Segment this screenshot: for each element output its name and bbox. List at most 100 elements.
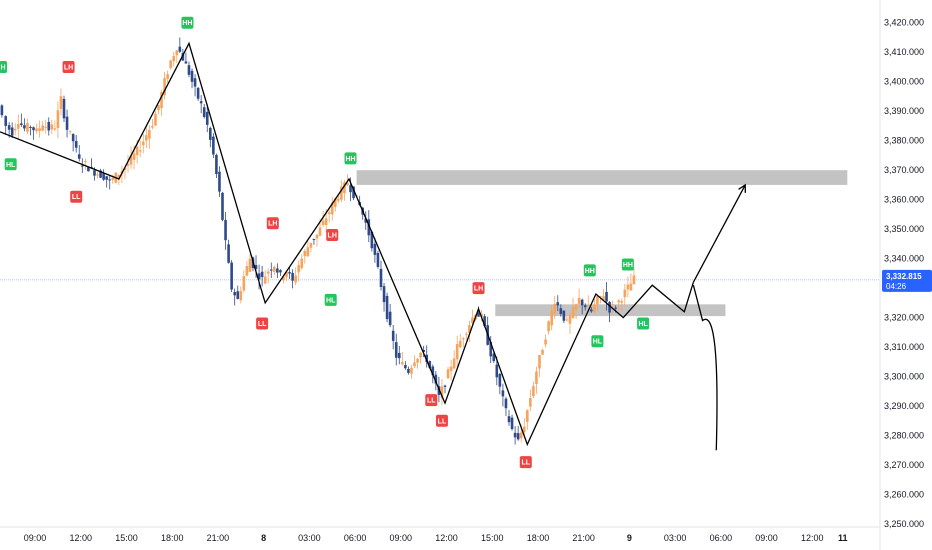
candle-up <box>285 271 288 277</box>
candle-up <box>138 150 142 152</box>
candle-down <box>489 341 493 357</box>
candle-up <box>157 105 160 111</box>
candle-down <box>65 116 69 130</box>
price-tick-label: 3,420.000 <box>884 18 924 28</box>
candle-down <box>93 170 96 176</box>
candle-down <box>477 312 480 317</box>
candle-up <box>132 153 136 160</box>
candle-up <box>529 398 532 407</box>
candle-up <box>26 123 29 132</box>
candle-up <box>401 362 404 365</box>
swing-label-text: LL <box>521 460 530 467</box>
candle-down <box>193 78 197 87</box>
candle-down <box>428 361 432 368</box>
candle-up <box>538 355 541 369</box>
candle-down <box>385 295 389 320</box>
candle-down <box>388 311 392 326</box>
candle-down <box>181 53 185 61</box>
time-tick-label: 06:00 <box>710 533 733 543</box>
candle-down <box>562 310 566 321</box>
candle-up <box>593 304 596 312</box>
candle-up <box>300 258 304 269</box>
swing-label-text: LL <box>72 194 81 201</box>
candle-up <box>480 313 483 318</box>
candle-down <box>367 219 371 236</box>
candle-up <box>440 386 444 399</box>
price-tick-label: 3,340.000 <box>884 254 924 264</box>
candle-up <box>154 113 157 126</box>
candle-up <box>273 266 276 272</box>
time-tick-label: 18:00 <box>527 533 550 543</box>
swing-label-box <box>637 317 650 330</box>
swing-label-text: HL <box>6 162 16 169</box>
candle-down <box>202 107 206 117</box>
candle-down <box>221 192 224 220</box>
swing-label-box <box>425 394 438 407</box>
candle-down <box>90 166 93 168</box>
candle-down <box>257 273 261 280</box>
candle-up <box>151 126 154 128</box>
swing-label-box <box>266 217 279 230</box>
candle-up <box>333 198 337 207</box>
candle-up <box>599 296 602 298</box>
candle-up <box>416 358 419 363</box>
time-tick-label: 21:00 <box>207 533 230 543</box>
swing-label-text: HH <box>345 156 355 163</box>
price-axis[interactable]: 3,250.000 3,260.000 3,270.000 3,280.000 3,29… <box>879 0 924 550</box>
candle-down <box>279 270 282 273</box>
candle-up <box>574 304 578 310</box>
candle-down <box>74 141 78 148</box>
candle-up <box>172 55 176 62</box>
candle-up <box>321 220 325 226</box>
candle-up <box>522 426 526 433</box>
candle-up <box>309 242 313 248</box>
price-tick-label: 3,260.000 <box>884 490 924 500</box>
price-tick-label: 3,250.000 <box>884 519 924 529</box>
candle-up <box>169 60 172 68</box>
candle-up <box>266 271 270 274</box>
candle-down <box>269 269 273 271</box>
candle-down <box>184 61 188 64</box>
candle-up <box>330 202 334 215</box>
candle-down <box>87 167 90 172</box>
candle-up <box>337 198 340 201</box>
swing-label-text: LH <box>64 64 73 71</box>
time-tick-label: 09:00 <box>755 533 778 543</box>
last-price-value: 3,332.815 <box>886 272 922 281</box>
candle-up <box>145 135 148 141</box>
candle-up <box>327 212 331 215</box>
candle-down <box>352 186 355 199</box>
candle-up <box>148 130 151 139</box>
candle-up <box>544 339 547 345</box>
candle-up <box>303 251 307 257</box>
candle-down <box>397 352 401 359</box>
projection-down-line <box>692 285 718 451</box>
candle-up <box>117 174 121 179</box>
swing-label-text: LL <box>427 398 436 405</box>
candle-up <box>611 304 614 306</box>
candle-down <box>102 173 105 180</box>
price-tick-label: 3,410.000 <box>884 47 924 57</box>
candle-up <box>166 74 169 79</box>
candle-down <box>431 366 435 376</box>
candle-down <box>190 70 194 82</box>
swing-label-box <box>324 293 337 306</box>
candle-down <box>29 127 32 129</box>
candle-up <box>343 182 346 194</box>
time-axis[interactable]: 09:00 12:00 15:00 18:00 21:00 8 03:00 06:00 09:0… <box>0 526 880 543</box>
time-tick-label: 09:00 <box>390 533 413 543</box>
candle-down <box>373 243 377 255</box>
time-tick-label: 03:00 <box>298 533 321 543</box>
swing-label-text: HL <box>326 297 336 304</box>
candle-down <box>196 87 200 99</box>
last-price-countdown: 04:26 <box>886 282 907 291</box>
candle-up <box>626 284 630 290</box>
candle-up <box>452 358 456 369</box>
candle-up <box>53 128 57 130</box>
price-tick-label: 3,320.000 <box>884 313 924 323</box>
candle-down <box>205 111 209 125</box>
candle-up <box>602 296 605 301</box>
candle-down <box>404 365 407 369</box>
candle-down <box>370 231 374 249</box>
